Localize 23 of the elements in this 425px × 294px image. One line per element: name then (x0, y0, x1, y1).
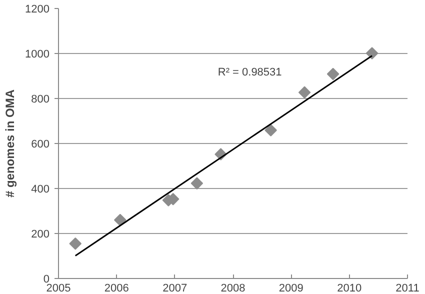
x-tick-label: 2010 (337, 282, 362, 294)
y-tick-label: 400 (31, 184, 50, 196)
point (190, 177, 204, 190)
x-tick-label: 2006 (104, 282, 129, 294)
point (69, 237, 82, 250)
y-tick-label: 600 (31, 138, 50, 150)
x-tick-label: 2011 (396, 282, 420, 294)
point (264, 124, 277, 136)
point (114, 214, 126, 226)
y-tick-label: 1200 (25, 4, 50, 16)
annotation: R² = 0.98531 (218, 66, 282, 79)
point (366, 47, 378, 60)
x-tick-label: 2009 (278, 282, 304, 294)
x-tick-label: 2007 (162, 282, 188, 294)
y-axis-title: # genomes in OMA (3, 89, 18, 198)
point (298, 86, 311, 99)
y-tick-label: 800 (31, 94, 50, 106)
y-tick-label: 1000 (25, 48, 50, 60)
point (326, 68, 340, 80)
y-tick-label: 200 (31, 228, 50, 240)
y-tick-label: 0 (43, 274, 50, 286)
x-tick-label: 2005 (46, 282, 71, 294)
x-tick-label: 2008 (220, 282, 246, 294)
